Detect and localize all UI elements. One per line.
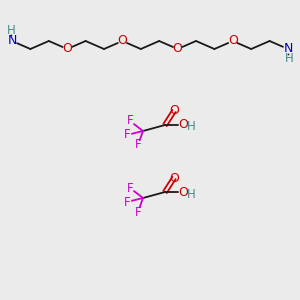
Text: H: H	[285, 52, 293, 65]
Text: F: F	[135, 139, 141, 152]
Text: O: O	[169, 104, 179, 118]
Text: O: O	[228, 34, 238, 47]
Text: N: N	[7, 34, 17, 47]
Text: N: N	[283, 43, 293, 56]
Text: O: O	[178, 185, 188, 199]
Text: O: O	[178, 118, 188, 131]
Text: H: H	[187, 188, 195, 200]
Text: O: O	[173, 43, 182, 56]
Text: F: F	[127, 182, 133, 194]
Text: F: F	[124, 196, 130, 208]
Text: F: F	[127, 115, 133, 128]
Text: H: H	[7, 25, 15, 38]
Text: O: O	[118, 34, 127, 47]
Text: O: O	[169, 172, 179, 184]
Text: F: F	[124, 128, 130, 142]
Text: H: H	[187, 121, 195, 134]
Text: F: F	[135, 206, 141, 218]
Text: O: O	[62, 43, 72, 56]
